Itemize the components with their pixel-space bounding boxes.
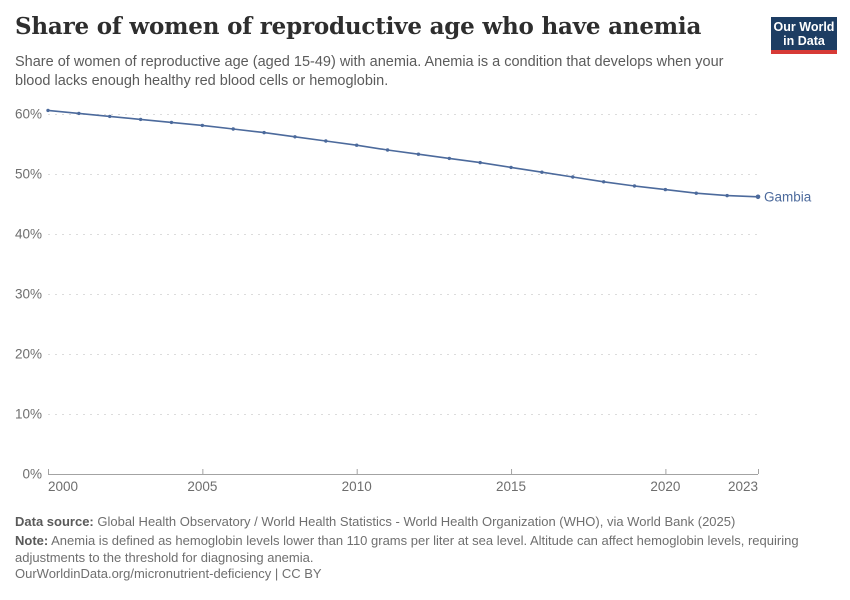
data-point[interactable] [262, 130, 266, 135]
x-axis-tick-label: 2010 [342, 479, 372, 494]
y-axis-tick-label: 60% [15, 107, 42, 122]
owid-logo[interactable]: Our World in Data [771, 17, 837, 54]
data-point[interactable] [293, 135, 297, 139]
owid-logo-line2: in Data [783, 34, 825, 48]
x-axis-tick-label: 2005 [187, 479, 217, 494]
data-point[interactable] [416, 152, 421, 156]
data-point[interactable] [231, 127, 235, 131]
y-axis-tick-label: 40% [15, 227, 42, 242]
data-point[interactable] [77, 111, 81, 116]
data-point[interactable] [354, 143, 359, 147]
data-point[interactable] [138, 117, 143, 122]
citation-link[interactable]: OurWorldinData.org/micronutrient-deficie… [15, 566, 322, 581]
y-axis-tick-label: 0% [22, 467, 42, 482]
data-point[interactable] [725, 193, 729, 198]
data-point[interactable] [385, 148, 390, 152]
owid-logo-line1: Our World [773, 20, 835, 34]
y-axis-tick-label: 30% [15, 287, 42, 302]
x-axis-tick-label: 2000 [48, 479, 78, 494]
data-point[interactable] [540, 170, 544, 174]
page-title: Share of women of reproductive age who h… [15, 13, 702, 40]
x-axis-tick-label: 2023 [728, 479, 758, 494]
data-point[interactable] [571, 175, 575, 179]
data-source-label: Data source: [15, 514, 94, 529]
y-axis-tick-label: 10% [15, 407, 42, 422]
data-point[interactable] [108, 114, 112, 119]
chart-subtitle: Share of women of reproductive age (aged… [15, 54, 724, 90]
x-axis-tick-label: 2020 [650, 479, 680, 494]
data-point[interactable] [478, 160, 482, 165]
data-point[interactable] [324, 139, 328, 143]
footer-note: Note: Anemia is defined as hemoglobin le… [15, 533, 820, 566]
data-point[interactable] [509, 165, 513, 170]
data-point[interactable] [632, 184, 637, 188]
data-point[interactable] [447, 156, 452, 161]
footer-data-source: Data source: Global Health Observatory /… [15, 514, 820, 529]
data-point[interactable] [200, 123, 205, 128]
x-axis-tick-label: 2015 [496, 479, 526, 494]
data-point[interactable] [755, 194, 761, 200]
trend-line[interactable] [47, 109, 759, 198]
footer-citation: OurWorldinData.org/micronutrient-deficie… [15, 566, 820, 581]
data-point[interactable] [46, 108, 50, 113]
data-point[interactable] [169, 120, 174, 125]
data-point[interactable] [663, 187, 668, 192]
data-point[interactable] [601, 180, 606, 184]
note-text: Anemia is defined as hemoglobin levels l… [15, 533, 799, 565]
owid-logo-box: Our World in Data [771, 17, 837, 50]
data-source-text: Global Health Observatory / World Health… [93, 514, 736, 529]
series-end-label[interactable]: Gambia [764, 189, 812, 204]
owid-logo-stripe [771, 50, 837, 54]
y-axis-tick-label: 20% [15, 347, 42, 362]
note-label: Note: [15, 533, 49, 548]
y-axis-tick-label: 50% [15, 167, 42, 182]
data-point[interactable] [694, 191, 698, 195]
